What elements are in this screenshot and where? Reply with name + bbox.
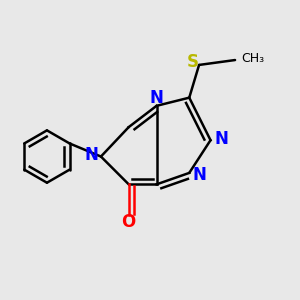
Text: N: N: [192, 166, 206, 184]
Text: N: N: [84, 146, 98, 164]
Text: CH₃: CH₃: [241, 52, 264, 65]
Text: O: O: [121, 213, 135, 231]
Text: N: N: [150, 89, 164, 107]
Text: S: S: [187, 53, 199, 71]
Text: N: N: [214, 130, 228, 148]
